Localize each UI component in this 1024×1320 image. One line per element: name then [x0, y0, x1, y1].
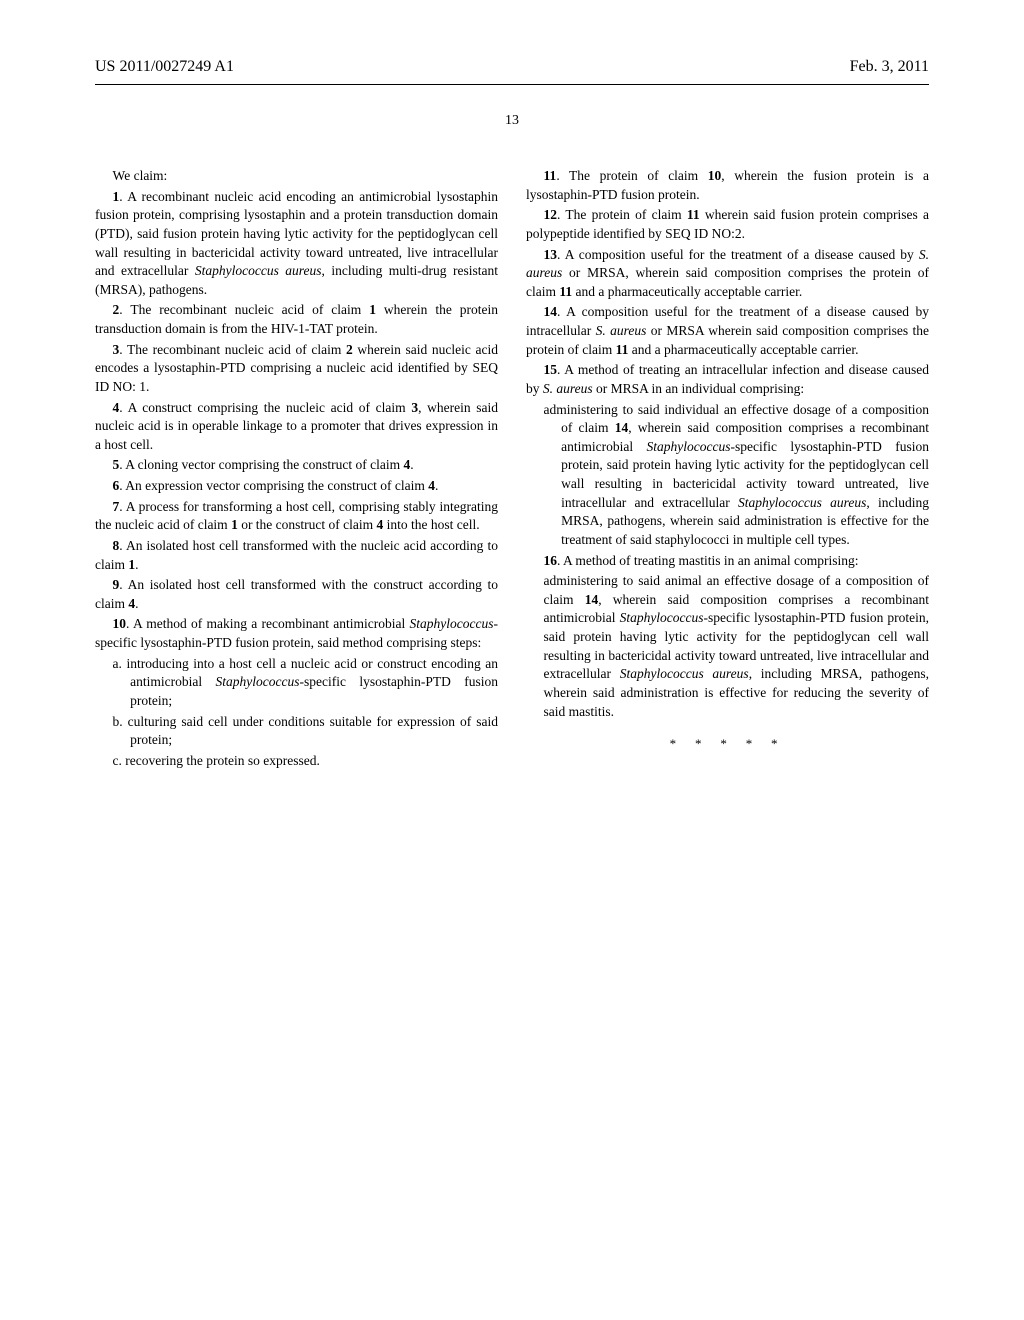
subclaim-italic: Staphylococcus: [215, 674, 299, 689]
content-columns: We claim: 1. A recombinant nucleic acid …: [95, 167, 929, 772]
claim-text: and a pharmaceutically acceptable carrie…: [572, 284, 802, 299]
claim-11: 11. The protein of claim 10, wherein the…: [526, 167, 929, 204]
claim-number: 10: [113, 616, 127, 631]
claim-text: . The protein of claim: [556, 168, 707, 183]
publication-number: US 2011/0027249 A1: [95, 58, 234, 76]
right-column: 11. The protein of claim 10, wherein the…: [526, 167, 929, 772]
claim-number: 12: [544, 207, 558, 222]
claim-italic: S. aureus: [543, 381, 593, 396]
claim-text: . A construct comprising the nucleic aci…: [119, 400, 411, 415]
claim-number: 14: [544, 304, 558, 319]
publication-date: Feb. 3, 2011: [850, 58, 929, 76]
claim-text: . A method of making a recombinant antim…: [126, 616, 409, 631]
claim-9: 9. An isolated host cell transformed wit…: [95, 576, 498, 613]
claim-4: 4. A construct comprising the nucleic ac…: [95, 399, 498, 455]
subclaim-italic: Staphylococcus: [620, 610, 704, 625]
claim-3: 3. The recombinant nucleic acid of claim…: [95, 341, 498, 397]
claim-number: 13: [544, 247, 558, 262]
claim-ref: 14: [615, 420, 629, 435]
claim-text: .: [435, 478, 438, 493]
claim-text: . An expression vector comprising the co…: [119, 478, 428, 493]
claim-text: .: [135, 596, 138, 611]
claim-text: or MRSA in an individual comprising:: [593, 381, 805, 396]
claim-16: 16. A method of treating mastitis in an …: [526, 552, 929, 571]
claim-12: 12. The protein of claim 11 wherein said…: [526, 206, 929, 243]
claim-text: . A composition useful for the treatment…: [557, 247, 919, 262]
claim-ref: 1: [369, 302, 376, 317]
claim-7: 7. A process for transforming a host cel…: [95, 498, 498, 535]
claim-15-sub: administering to said individual an effe…: [526, 401, 929, 550]
claim-14: 14. A composition useful for the treatme…: [526, 303, 929, 359]
subclaim-italic: Staphylococcus aureus: [620, 666, 749, 681]
claim-text: into the host cell.: [383, 517, 479, 532]
claim-10-a: a. introducing into a host cell a nuclei…: [95, 655, 498, 711]
claim-15: 15. A method of treating an intracellula…: [526, 361, 929, 398]
claim-1: 1. A recombinant nucleic acid encoding a…: [95, 188, 498, 300]
claim-8: 8. An isolated host cell transformed wit…: [95, 537, 498, 574]
claim-text: . An isolated host cell transformed with…: [95, 538, 498, 572]
claim-13: 13. A composition useful for the treatme…: [526, 246, 929, 302]
claim-ref: 10: [708, 168, 722, 183]
claim-text: or the construct of claim: [238, 517, 377, 532]
claim-10: 10. A method of making a recombinant ant…: [95, 615, 498, 652]
subclaim-italic: Staphylococcus: [646, 439, 730, 454]
claim-5: 5. A cloning vector comprising the const…: [95, 456, 498, 475]
claim-italic: Staphylococcus aureus: [195, 263, 322, 278]
end-marks: * * * * *: [526, 735, 929, 753]
claim-10-b: b. culturing said cell under conditions …: [95, 713, 498, 750]
claim-text: . An isolated host cell transformed with…: [95, 577, 498, 611]
claim-number: 16: [544, 553, 558, 568]
claim-ref: 11: [687, 207, 700, 222]
claim-ref: 14: [585, 592, 599, 607]
claim-ref: 4: [428, 478, 435, 493]
claim-italic: Staphylococcus: [410, 616, 494, 631]
claim-text: . The recombinant nucleic acid of claim: [119, 302, 369, 317]
claim-text: . The recombinant nucleic acid of claim: [119, 342, 346, 357]
claim-ref: 11: [559, 284, 572, 299]
claim-10-c: c. recovering the protein so expressed.: [95, 752, 498, 771]
claim-italic: S. aureus: [596, 323, 647, 338]
page-header: US 2011/0027249 A1 Feb. 3, 2011: [95, 58, 929, 76]
claim-text: .: [135, 557, 138, 572]
claim-ref: 11: [616, 342, 629, 357]
left-column: We claim: 1. A recombinant nucleic acid …: [95, 167, 498, 772]
claim-number: 15: [544, 362, 558, 377]
claim-ref: 2: [346, 342, 353, 357]
claim-6: 6. An expression vector comprising the c…: [95, 477, 498, 496]
page-number: 13: [95, 113, 929, 129]
header-divider: [95, 84, 929, 85]
claim-text: . The protein of claim: [557, 207, 687, 222]
claim-text: . A method of treating mastitis in an an…: [557, 553, 858, 568]
claim-text: . A cloning vector comprising the constr…: [119, 457, 403, 472]
claim-text: .: [410, 457, 413, 472]
claim-16-sub: administering to said animal an effectiv…: [526, 572, 929, 721]
claim-text: and a pharmaceutically acceptable carrie…: [628, 342, 858, 357]
claim-2: 2. The recombinant nucleic acid of claim…: [95, 301, 498, 338]
claim-number: 11: [544, 168, 557, 183]
claim-intro: We claim:: [95, 167, 498, 186]
subclaim-italic: Staphylococcus aureus: [738, 495, 866, 510]
claim-ref: 1: [231, 517, 238, 532]
